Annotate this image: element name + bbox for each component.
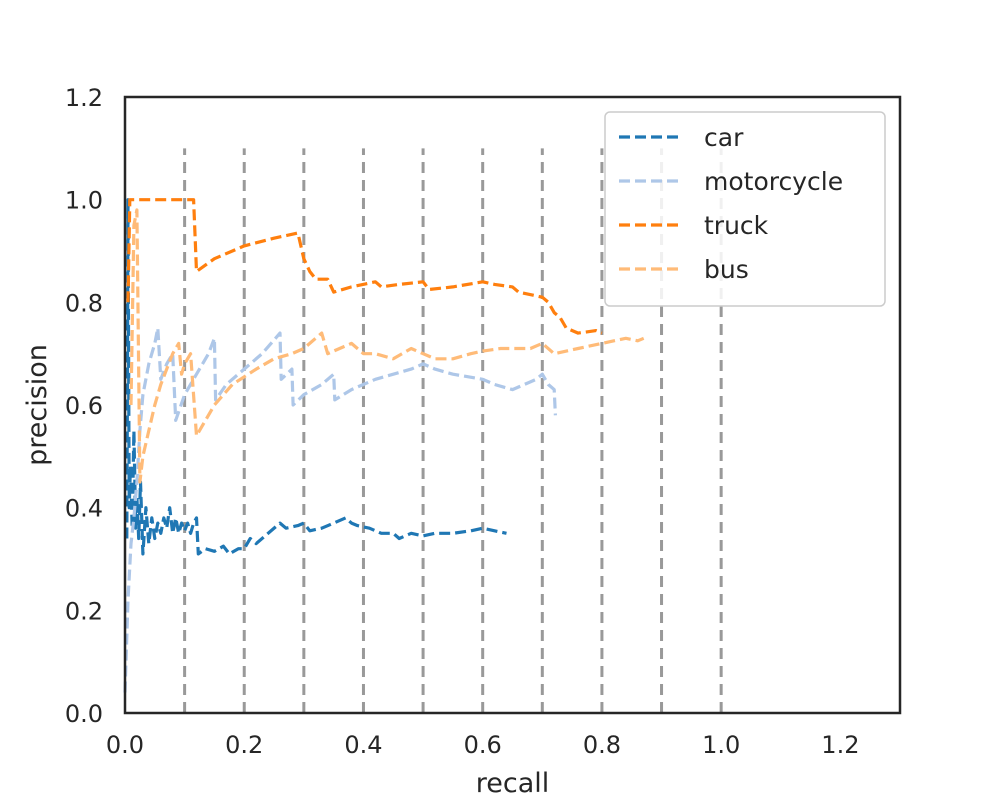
x-tick-label: 0.6	[464, 731, 502, 759]
x-tick-label: 0.4	[344, 731, 382, 759]
legend-box	[604, 111, 886, 307]
y-tick-label: 0.2	[65, 597, 103, 625]
y-tick-label: 1.0	[65, 187, 103, 215]
y-tick-label: 0.0	[65, 700, 103, 728]
y-axis-ticks: 0.0 0.2 0.4 0.6 0.8 1.0 1.2	[65, 84, 103, 728]
y-axis-label: precision	[22, 344, 53, 466]
legend-label-truck: truck	[704, 211, 769, 240]
legend: car motorcycle truck bus	[604, 111, 886, 307]
y-tick-label: 1.2	[65, 84, 103, 112]
x-axis-label: recall	[476, 768, 550, 799]
x-tick-label: 1.2	[821, 731, 859, 759]
series-line-motorcycle	[123, 326, 557, 693]
x-tick-label: 0.8	[583, 731, 621, 759]
series-line-bus	[129, 208, 645, 484]
series-line-truck	[126, 198, 603, 335]
reference-lines	[183, 148, 723, 713]
x-tick-label: 0.0	[106, 731, 144, 759]
y-tick-label: 0.8	[65, 289, 103, 317]
legend-label-bus: bus	[704, 255, 749, 284]
series-layer	[123, 198, 645, 693]
plot-area-frame	[123, 95, 902, 715]
legend-label-car: car	[704, 123, 744, 152]
y-tick-label: 0.4	[65, 495, 103, 523]
x-tick-label: 0.2	[225, 731, 263, 759]
x-axis-ticks: 0.0 0.2 0.4 0.6 0.8 1.0 1.2	[106, 731, 860, 759]
y-tick-label: 0.6	[65, 392, 103, 420]
x-tick-label: 1.0	[702, 731, 740, 759]
series-line-car	[125, 198, 507, 556]
legend-label-motorcycle: motorcycle	[704, 167, 843, 196]
